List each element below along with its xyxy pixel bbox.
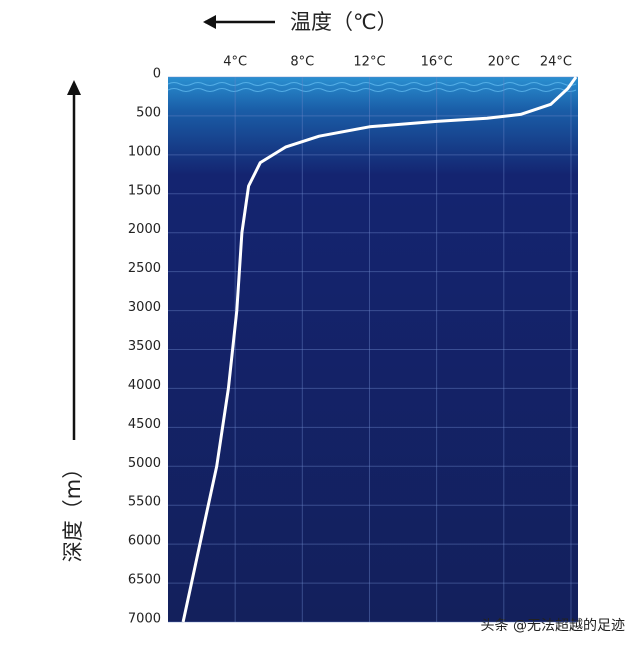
y-tick-label: 3500 <box>128 339 161 354</box>
temperature-curve <box>181 76 578 623</box>
x-tick-label: 16°C <box>421 55 453 70</box>
y-tick-label: 2000 <box>128 222 161 237</box>
x-tick-label: 8°C <box>290 55 314 70</box>
x-tick-label: 24°C <box>540 55 572 70</box>
y-tick-label: 2500 <box>128 261 161 276</box>
y-tick-label: 1500 <box>128 183 161 198</box>
waves <box>167 82 577 92</box>
plot-background <box>168 77 578 622</box>
y-tick-label: 6000 <box>128 534 161 549</box>
y-tick-label: 4500 <box>128 417 161 432</box>
y-axis-title: 深度（m） <box>61 458 85 562</box>
y-tick-label: 500 <box>136 105 161 120</box>
y-tick-label: 5000 <box>128 456 161 471</box>
watermark: 头条 @无法超越的足迹 <box>481 617 625 634</box>
x-tick-label: 4°C <box>223 55 247 70</box>
y-tick-label: 3000 <box>128 300 161 315</box>
y-tick-label: 7000 <box>128 612 161 627</box>
y-arrow-head <box>67 80 81 95</box>
x-tick-label: 20°C <box>488 55 520 70</box>
x-tick-label: 12°C <box>353 55 385 70</box>
y-tick-label: 4000 <box>128 378 161 393</box>
y-tick-label: 0 <box>153 67 161 82</box>
x-axis-title: 温度（℃） <box>290 10 398 34</box>
y-tick-label: 1000 <box>128 144 161 159</box>
y-tick-label: 6500 <box>128 573 161 588</box>
x-arrow-head <box>203 15 216 29</box>
y-tick-label: 5500 <box>128 495 161 510</box>
